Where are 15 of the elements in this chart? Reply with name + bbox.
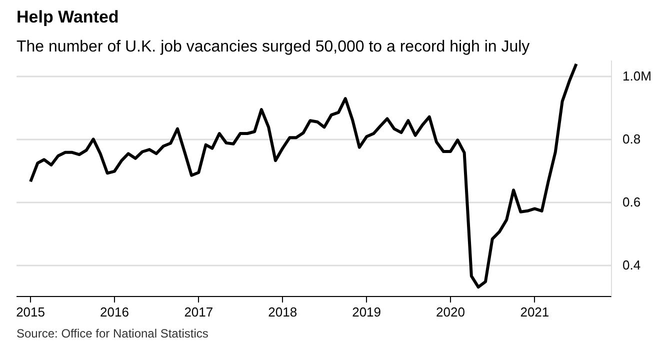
chart-title: Help Wanted [16,8,119,26]
y-tick-label: 0.4 [622,258,641,273]
x-tick-label: 2018 [268,304,298,320]
y-tick-label: 0.6 [622,194,641,210]
chart-subtitle: The number of U.K. job vacancies surged 50,000 to a record high in July [16,38,530,56]
y-tick-label: 1.0M [622,68,652,84]
source-note: Source: Office for National Statistics [16,326,208,340]
x-tick-label: 2015 [16,304,45,320]
y-tick-label: 0.8 [622,132,641,147]
x-tick-label: 2019 [352,304,382,320]
x-tick-label: 2016 [100,304,129,320]
x-tick-label: 2020 [436,304,465,320]
line-series [29,62,578,289]
x-tick-label: 2021 [520,304,550,320]
x-tick-label: 2017 [184,304,214,320]
